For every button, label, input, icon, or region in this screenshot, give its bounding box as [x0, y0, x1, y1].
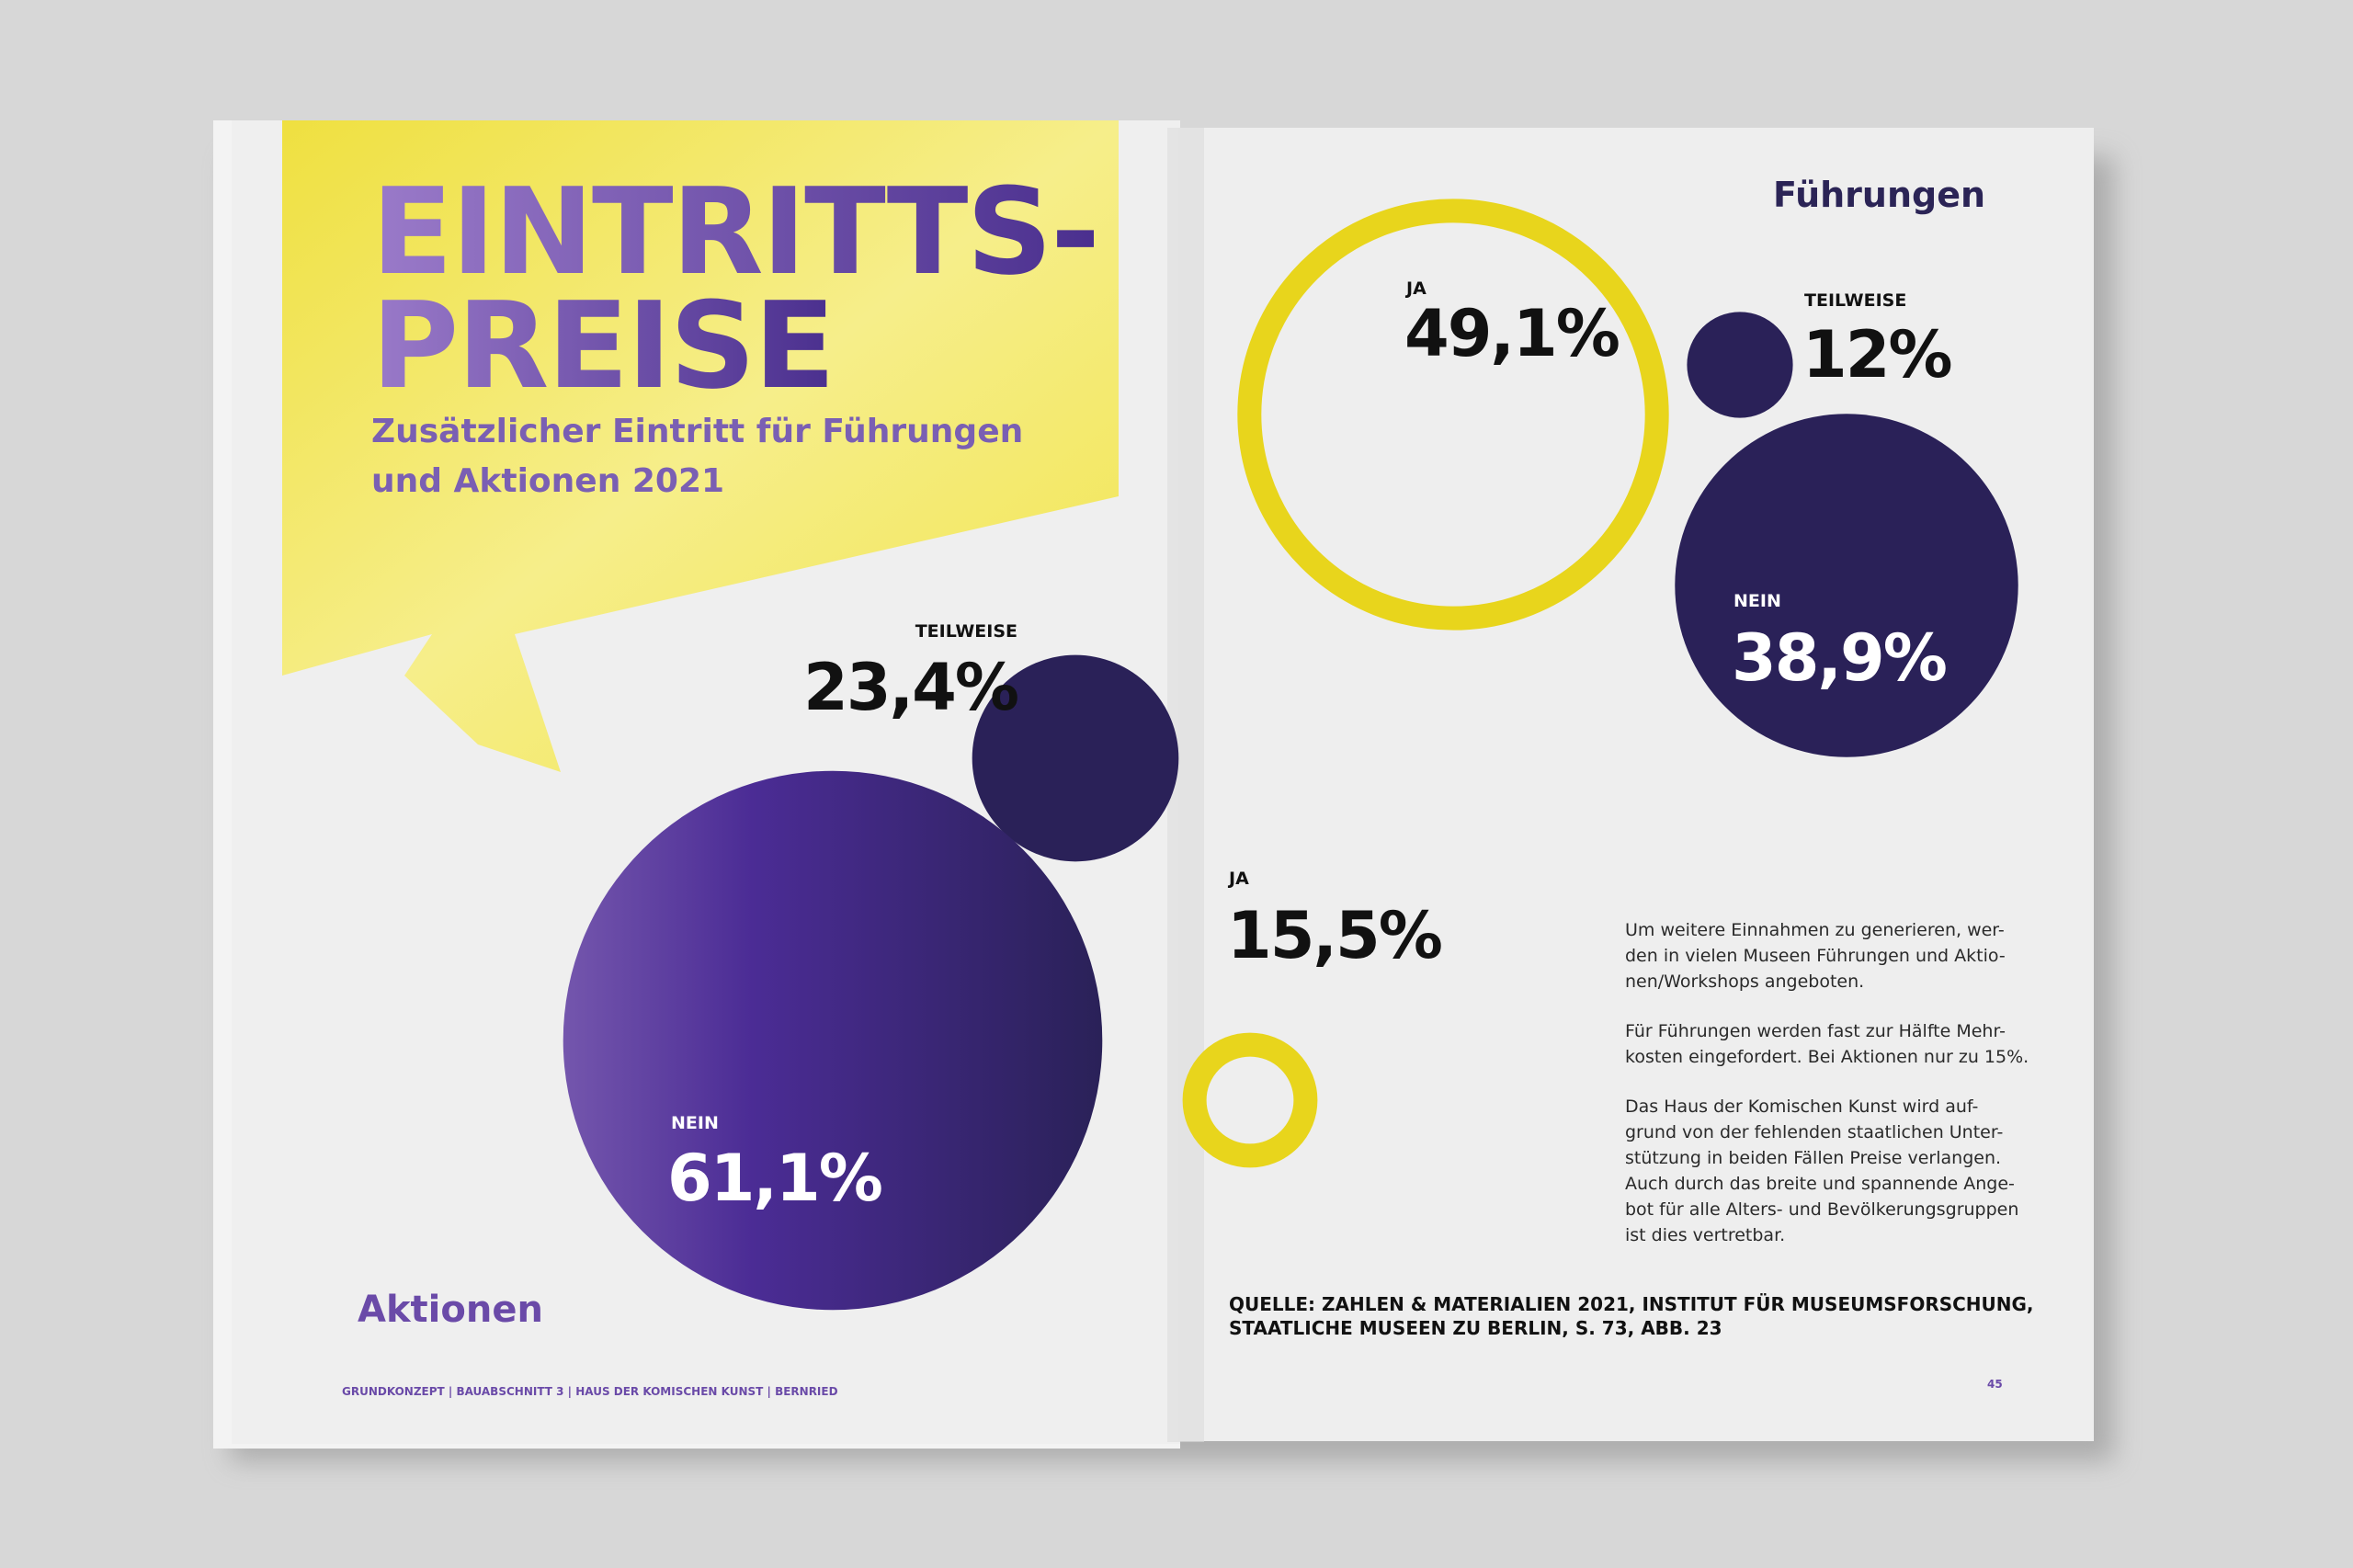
- chart-title: Aktionen: [358, 1289, 543, 1331]
- bubble-label: NEIN: [1733, 591, 1781, 611]
- bubble: [1675, 414, 2018, 757]
- paragraph-line: ist dies vertretbar.: [1625, 1225, 1785, 1245]
- paragraph-line: nen/Workshops angeboten.: [1625, 971, 1864, 992]
- bubble-value: 38,9%: [1732, 620, 1946, 696]
- bubble-value: 23,4%: [803, 650, 1017, 725]
- chart-title: Führungen: [1773, 175, 1985, 215]
- page-number: 45: [1987, 1378, 2003, 1391]
- body-text: Um weitere Einnahmen zu generieren, wer-…: [1625, 920, 2029, 1245]
- bubble-value: 12%: [1802, 317, 1951, 392]
- source: QUELLE: ZAHLEN & MATERIALIEN 2021, INSTI…: [1229, 1293, 2034, 1315]
- subtitle: und Aktionen 2021: [371, 462, 724, 500]
- ring-bubble: [1182, 1032, 1318, 1168]
- bubble-value: 49,1%: [1404, 296, 1619, 371]
- bubble-label: JA: [1227, 869, 1249, 889]
- subtitle: Zusätzlicher Eintritt für Führungen: [371, 413, 1023, 450]
- paragraph-line: bot für alle Alters- und Bevölkerungsgru…: [1625, 1199, 2018, 1220]
- title: PREISE: [371, 276, 834, 415]
- bubble-label: TEILWEISE: [1804, 290, 1906, 311]
- paragraph-line: Um weitere Einnahmen zu generieren, wer-: [1625, 920, 2005, 940]
- paragraph-line: Auch durch das breite und spannende Ange…: [1625, 1174, 2015, 1194]
- footer: GRUNDKONZEPT | BAUABSCHNITT 3 | HAUS DER…: [342, 1385, 838, 1398]
- bubble-label: NEIN: [671, 1113, 719, 1133]
- title: EINTRITTS-: [371, 162, 1098, 301]
- bubble: [563, 770, 1103, 1311]
- bubble: [972, 654, 1179, 862]
- bubble-value: 61,1%: [667, 1141, 881, 1216]
- bubble-label: TEILWEISE: [915, 621, 1017, 642]
- ring-bubble: [1237, 199, 1669, 631]
- paragraph-line: den in vielen Museen Führungen und Aktio…: [1625, 946, 2006, 966]
- yellow-banner: [282, 120, 1119, 772]
- paragraph-line: Für Führungen werden fast zur Hälfte Meh…: [1625, 1021, 2006, 1041]
- bubble-value: 15,5%: [1227, 898, 1441, 973]
- paragraph-line: Das Haus der Komischen Kunst wird auf-: [1625, 1096, 1978, 1117]
- bubbles: [563, 199, 2018, 1311]
- bubble: [1687, 312, 1793, 418]
- paragraph-line: kosten eingefordert. Bei Aktionen nur zu…: [1625, 1047, 2029, 1067]
- source: STAATLICHE MUSEEN ZU BERLIN, S. 73, ABB.…: [1229, 1317, 1722, 1339]
- bubble-label: JA: [1404, 278, 1427, 299]
- paragraph-line: stützung in beiden Fällen Preise verlang…: [1625, 1148, 2001, 1168]
- paragraph-line: grund von der fehlenden staatlichen Unte…: [1625, 1122, 2003, 1142]
